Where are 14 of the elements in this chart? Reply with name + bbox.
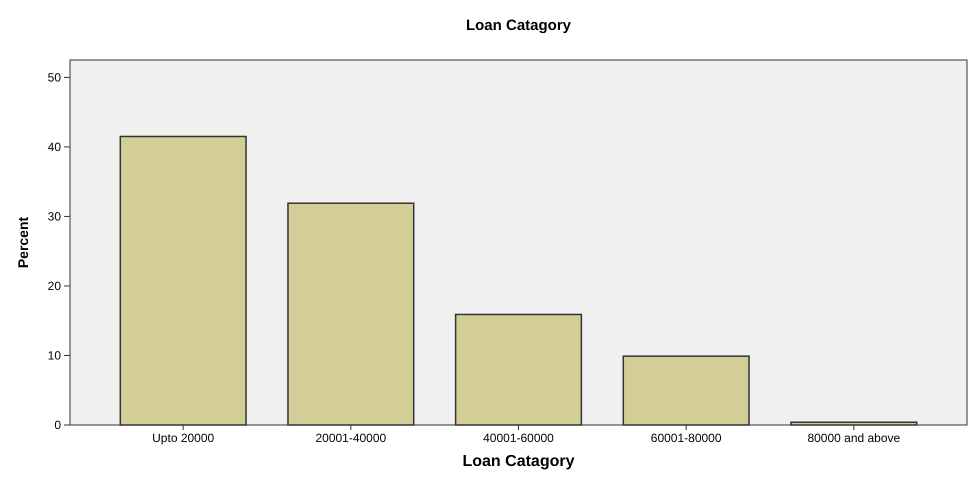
x-tick-label: 80000 and above	[807, 431, 901, 445]
chart-title: Loan Catagory	[466, 17, 572, 34]
x-tick-label: 20001-40000	[315, 431, 387, 445]
x-tick-label: 60001-80000	[650, 431, 722, 445]
x-axis-title: Loan Catagory	[462, 453, 575, 470]
x-tick-label: 40001-60000	[483, 431, 554, 445]
y-tick-label: 50	[48, 70, 62, 85]
y-axis-title: Percent	[15, 216, 31, 268]
y-tick-label: 30	[48, 210, 62, 224]
y-tick-label: 40	[48, 140, 62, 154]
y-tick-label: 20	[48, 279, 62, 294]
x-tick-label: Upto 20000	[152, 431, 215, 445]
y-tick-label: 10	[48, 348, 62, 363]
y-tick-label: 0	[54, 418, 62, 432]
